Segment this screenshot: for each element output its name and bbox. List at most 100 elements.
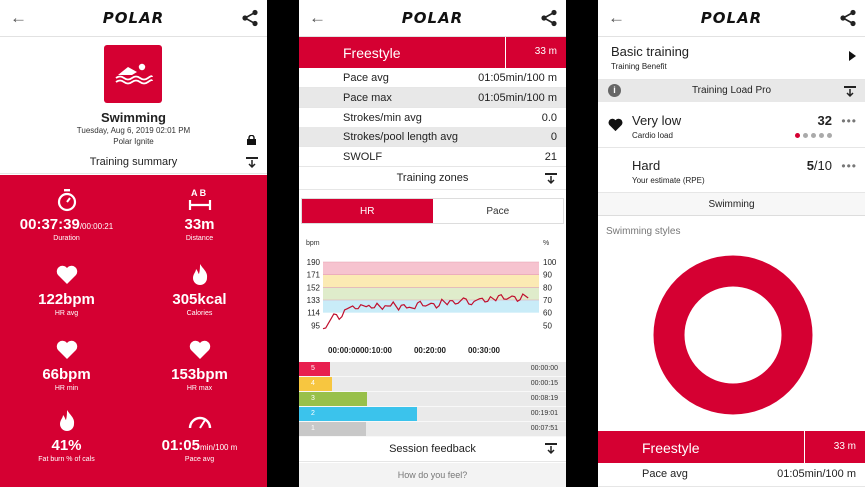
swim-style-name: Freestyle — [642, 440, 700, 456]
y2-tick-label: 90 — [543, 271, 552, 280]
polar-logo: POLAR — [102, 9, 165, 27]
y-tick-label: 95 — [311, 321, 320, 330]
cardio-load-row[interactable]: Very low Cardio load 32 ••• — [598, 104, 865, 148]
zone-time: 00:08:19 — [530, 395, 558, 402]
zone-bar-row: 5 00:00:00 — [299, 362, 566, 377]
zone-band-3 — [323, 287, 539, 300]
more-options-icon[interactable]: ••• — [841, 159, 857, 173]
training-load-pro-bar[interactable]: i Training Load Pro — [598, 80, 865, 102]
chart-tabs: HR Pace — [301, 198, 564, 224]
zone-band-4 — [323, 274, 539, 288]
top-bar: ← POLAR — [598, 0, 865, 37]
training-benefit-screen: ← POLAR Basic training Training Benefit … — [598, 0, 865, 487]
donut-slice-freestyle — [653, 255, 813, 415]
share-icon[interactable] — [241, 9, 259, 27]
download-icon[interactable] — [843, 84, 857, 98]
heart-icon — [56, 340, 77, 359]
swim-style-header[interactable]: Freestyle 33 m — [299, 37, 566, 68]
stopwatch-icon — [57, 189, 76, 212]
stat-fat-burn: 41% Fat burn % of cals — [0, 408, 133, 463]
rpe-level: Hard — [632, 158, 661, 173]
swim-style-distance: 33 m — [534, 46, 557, 57]
tab-hr[interactable]: HR — [302, 199, 433, 223]
flame-icon — [192, 264, 207, 285]
polar-logo: POLAR — [401, 9, 464, 27]
details-screen: ← POLAR Freestyle 33 m Pace avg 01:05min/… — [299, 0, 566, 487]
rpe-label: Your estimate (RPE) — [632, 176, 705, 185]
training-zones-bar[interactable]: Training zones — [299, 168, 566, 190]
y-tick-label: 114 — [307, 309, 320, 318]
stat-hr-max: 153bpm HR max — [133, 337, 266, 392]
y2-tick-label: 70 — [543, 296, 552, 305]
stat-distance: A B 33m Distance — [184, 188, 215, 242]
lock-icon[interactable] — [247, 135, 256, 145]
cardio-dot — [803, 133, 808, 138]
x-tick-label: 00:30:00 — [468, 346, 501, 355]
more-options-icon[interactable]: ••• — [841, 114, 857, 128]
zone-time: 00:00:00 — [530, 365, 558, 372]
how-do-you-feel[interactable]: How do you feel? — [299, 463, 566, 487]
training-summary-bar[interactable]: Training summary — [0, 152, 267, 174]
metric-row: Pace avg 01:05min/100 m — [598, 463, 865, 487]
zone-bar-row: 3 00:08:19 — [299, 392, 566, 407]
benefit-subtitle: Training Benefit — [611, 62, 667, 71]
hr-chart: bpm % 190 171 152 133 114 95 100 90 80 70 60 50 00… — [306, 240, 557, 355]
session-feedback-label: Session feedback — [389, 443, 476, 455]
cardio-level: Very low — [632, 113, 682, 128]
share-icon[interactable] — [540, 9, 558, 27]
tab-pace[interactable]: Pace — [432, 199, 563, 223]
play-arrow-icon[interactable] — [849, 51, 856, 61]
metric-row: Pace avg 01:05min/100 m — [299, 68, 566, 88]
stat-pace-avg: 01:05min/100 m Pace avg — [133, 408, 266, 463]
y-tick-label: 152 — [307, 283, 321, 292]
swimming-button[interactable]: Swimming — [598, 193, 865, 216]
back-arrow-icon[interactable]: ← — [608, 8, 625, 27]
cardio-dot — [819, 133, 824, 138]
heart-icon — [56, 265, 77, 284]
stat-duration: 00:37:39/00:00:21 Duration — [0, 187, 133, 242]
metric-row: Strokes/min avg 0.0 — [299, 108, 566, 128]
metric-row: Pace max 01:05min/100 m — [299, 88, 566, 108]
swim-style-header[interactable]: Freestyle 33 m — [598, 431, 865, 463]
header-divider — [804, 431, 805, 463]
info-icon[interactable]: i — [608, 84, 621, 97]
summary-screen: ← POLAR Swimming Tuesday, Aug 6, 2019 02… — [0, 0, 267, 487]
training-zones-label: Training zones — [396, 172, 469, 184]
training-benefit-row[interactable]: Basic training Training Benefit — [598, 37, 865, 80]
swimming-styles-label: Swimming styles — [606, 226, 681, 237]
zone-time: 00:00:15 — [530, 380, 558, 387]
zone-number: 3 — [299, 392, 330, 406]
y-tick-label: 171 — [307, 271, 321, 280]
zone-time: 00:19:01 — [530, 410, 558, 417]
session-date: Tuesday, Aug 6, 2019 02:01 PM — [76, 126, 191, 135]
y2-tick-label: 50 — [543, 321, 552, 330]
swimmer-icon — [115, 63, 153, 85]
zone-number: 4 — [299, 377, 330, 391]
session-feedback-bar[interactable]: Session feedback — [299, 438, 566, 462]
zone-bar-row: 1 00:07:51 — [299, 422, 566, 437]
zone-band-2 — [323, 300, 539, 313]
zone-band-5 — [323, 262, 539, 275]
cardio-level-dots — [795, 133, 832, 138]
x-tick-label: 00:20:00 — [414, 346, 447, 355]
sport-name: Swimming — [100, 110, 166, 125]
download-icon[interactable] — [544, 441, 558, 455]
download-icon[interactable] — [544, 171, 558, 185]
cardio-dot — [795, 133, 800, 138]
stat-calories: 305kcal Calories — [133, 262, 266, 317]
heart-icon — [608, 118, 623, 132]
rpe-row[interactable]: Hard Your estimate (RPE) 5/10 ••• — [598, 149, 865, 193]
back-arrow-icon[interactable]: ← — [10, 8, 27, 27]
share-icon[interactable] — [839, 9, 857, 27]
zone-bars: 5 00:00:00 4 00:00:15 3 00:08:19 2 00:19:01 1 00:… — [299, 362, 566, 438]
zone-time: 00:07:51 — [530, 425, 558, 432]
cardio-label: Cardio load — [632, 131, 673, 140]
zone-number: 1 — [299, 422, 330, 436]
download-icon[interactable] — [245, 155, 259, 169]
gauge-icon — [188, 416, 211, 429]
top-bar: ← POLAR — [299, 0, 566, 37]
back-arrow-icon[interactable]: ← — [309, 8, 326, 27]
zone-bar-row: 2 00:19:01 — [299, 407, 566, 422]
benefit-title: Basic training — [611, 44, 690, 59]
training-load-pro-label: Training Load Pro — [691, 85, 772, 96]
